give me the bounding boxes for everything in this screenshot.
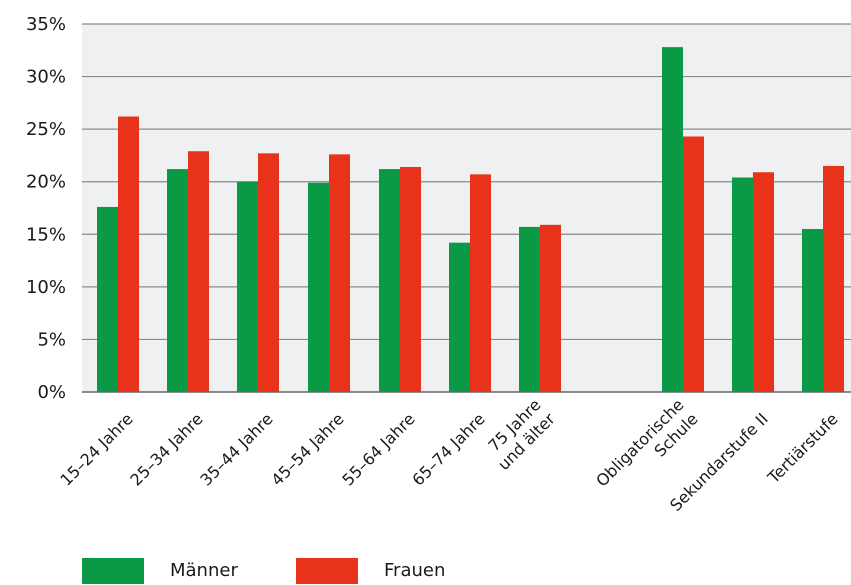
legend-label-frauen: Frauen — [384, 560, 446, 581]
legend-label-maenner: Männer — [170, 560, 238, 581]
bar-maenner — [519, 226, 540, 392]
y-tick-label: 30% — [26, 67, 66, 88]
y-tick-label: 15% — [26, 224, 66, 245]
bar-maenner — [662, 47, 683, 392]
bar-frauen — [470, 174, 491, 392]
x-category-label: 75 Jahreund älter — [480, 395, 559, 474]
y-axis-ticks: 0% 5% 10% 15% 20% 25% 30% 35% — [26, 14, 66, 403]
bar-maenner — [379, 169, 400, 392]
x-category-label: Tertiärstufe — [763, 409, 841, 487]
bar-frauen — [400, 166, 421, 392]
y-tick-label: 25% — [26, 119, 66, 140]
bar-maenner — [167, 169, 188, 392]
legend-item-maenner: Männer — [82, 556, 238, 585]
bar-maenner — [97, 206, 118, 392]
legend-swatch-maenner — [82, 557, 144, 584]
x-category-label: 55–64 Jahre — [338, 409, 418, 489]
x-category-label: 35–44 Jahre — [196, 409, 276, 489]
x-category-label: 65–74 Jahre — [408, 409, 488, 489]
legend-swatch-frauen — [296, 557, 358, 584]
bar-frauen — [329, 154, 350, 392]
bar-maenner — [449, 242, 470, 392]
bar-frauen — [118, 116, 139, 393]
y-tick-label: 0% — [37, 382, 66, 403]
x-category-label: 45–54 Jahre — [267, 409, 347, 489]
bar-frauen — [188, 151, 209, 392]
x-category-label: 25–34 Jahre — [126, 409, 206, 489]
y-tick-label: 20% — [26, 172, 66, 193]
bars — [97, 47, 844, 393]
y-tick-label: 35% — [26, 14, 66, 35]
y-tick-label: 10% — [26, 277, 66, 298]
bar-frauen — [540, 224, 561, 392]
y-tick-label: 5% — [37, 329, 66, 350]
bar-chart: 0% 5% 10% 15% 20% 25% 30% 35% 15–24 Jahre25–34 … — [26, 14, 851, 515]
bar-frauen — [258, 153, 279, 392]
legend-item-frauen: Frauen — [296, 556, 445, 585]
bar-maenner — [237, 181, 258, 392]
x-category-label: 15–24 Jahre — [56, 409, 136, 489]
bar-frauen — [823, 165, 844, 392]
bar-frauen — [753, 172, 774, 392]
bar-maenner — [308, 182, 329, 392]
bar-maenner — [732, 177, 753, 392]
legend: Männer Frauen — [0, 556, 851, 585]
bar-maenner — [802, 229, 823, 392]
bar-frauen — [683, 136, 704, 392]
